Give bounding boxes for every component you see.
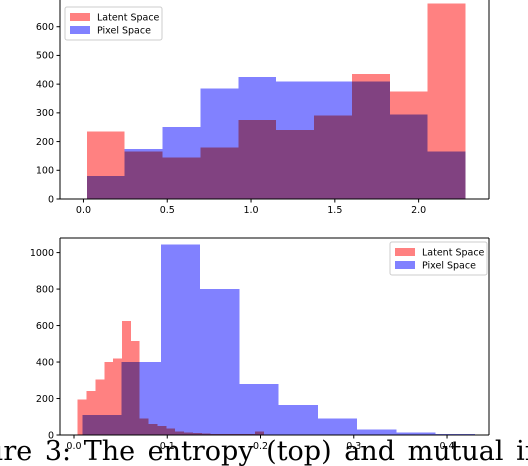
histogram-bar	[113, 358, 123, 435]
y-tick-label: 0	[48, 194, 54, 205]
x-tick-label: 1.5	[327, 205, 342, 216]
histogram-bar	[314, 81, 352, 199]
histogram-bar	[160, 244, 201, 435]
x-tick-label: 0.5	[160, 205, 175, 216]
x-tick-label: 0.3	[346, 441, 361, 452]
y-tick-label: 0	[48, 430, 54, 441]
histogram-bar	[239, 383, 279, 435]
y-tick-label: 100	[36, 166, 54, 177]
histogram-top: 0.0 0.5 1.0 1.5 2.0 0 100 200 300 400 500 600 Latent…	[36, 0, 490, 216]
histogram-bar	[238, 76, 277, 199]
y-tick-label: 200	[36, 394, 54, 405]
histogram-bar	[427, 151, 466, 199]
y-tick-label: 400	[36, 357, 54, 368]
figure-caption: ure 3: The entropy (top) and mutual info…	[0, 437, 528, 466]
x-tick-label: 1.0	[243, 205, 258, 216]
legend: Latent Space Pixel Space	[389, 241, 488, 276]
histogram-bar	[317, 418, 358, 435]
x-tick-label: 0.1	[160, 441, 175, 452]
y-tick-label: 800	[36, 284, 54, 295]
y-tick-label: 200	[36, 137, 54, 148]
y-tick-label: 300	[36, 108, 54, 119]
histogram-bar	[357, 429, 397, 435]
y-tick-label: 500	[36, 51, 54, 62]
y-tick-label: 600	[36, 22, 54, 33]
legend-label: Latent Space	[97, 13, 160, 24]
x-tick-label: 0.0	[66, 441, 81, 452]
histogram-bar	[276, 81, 315, 199]
histogram-bar	[82, 414, 122, 435]
legend-label: Pixel Space	[97, 26, 151, 37]
y-tick-label: 1000	[30, 248, 54, 259]
histogram-bar	[124, 148, 163, 199]
legend-swatch	[70, 26, 90, 34]
histogram-bar	[162, 127, 201, 199]
histogram-bar	[200, 289, 240, 435]
histogram-bottom: 0.0 0.1 0.2 0.3 0.4 0 200 400 600 800 1000 Latent S…	[30, 237, 490, 452]
histogram-bar	[200, 88, 239, 199]
x-tick-label: 0.4	[439, 441, 454, 452]
histogram-bar	[389, 114, 428, 199]
x-tick-label: 0.0	[76, 205, 91, 216]
histogram-bar	[351, 81, 390, 199]
histogram-bar	[77, 399, 87, 435]
histogram-bar	[121, 362, 161, 435]
histogram-bar	[86, 176, 125, 199]
y-tick-label: 400	[36, 79, 54, 90]
histogram-bar	[104, 362, 114, 435]
x-tick-label: 2.0	[411, 205, 426, 216]
histogram-bar	[278, 404, 318, 435]
histogram-bar	[86, 391, 96, 435]
legend-swatch	[70, 13, 90, 21]
series-pixel-space	[82, 244, 476, 435]
histogram-bar	[396, 432, 436, 435]
legend-swatch	[395, 261, 415, 269]
legend: Latent Space Pixel Space	[64, 6, 163, 41]
x-tick-label: 0.2	[253, 441, 268, 452]
y-tick-label: 600	[36, 321, 54, 332]
legend-label: Pixel Space	[422, 261, 476, 272]
legend-swatch	[395, 248, 415, 256]
series-pixel-space	[86, 76, 466, 199]
histogram-bar	[95, 379, 105, 435]
legend-label: Latent Space	[422, 248, 485, 259]
